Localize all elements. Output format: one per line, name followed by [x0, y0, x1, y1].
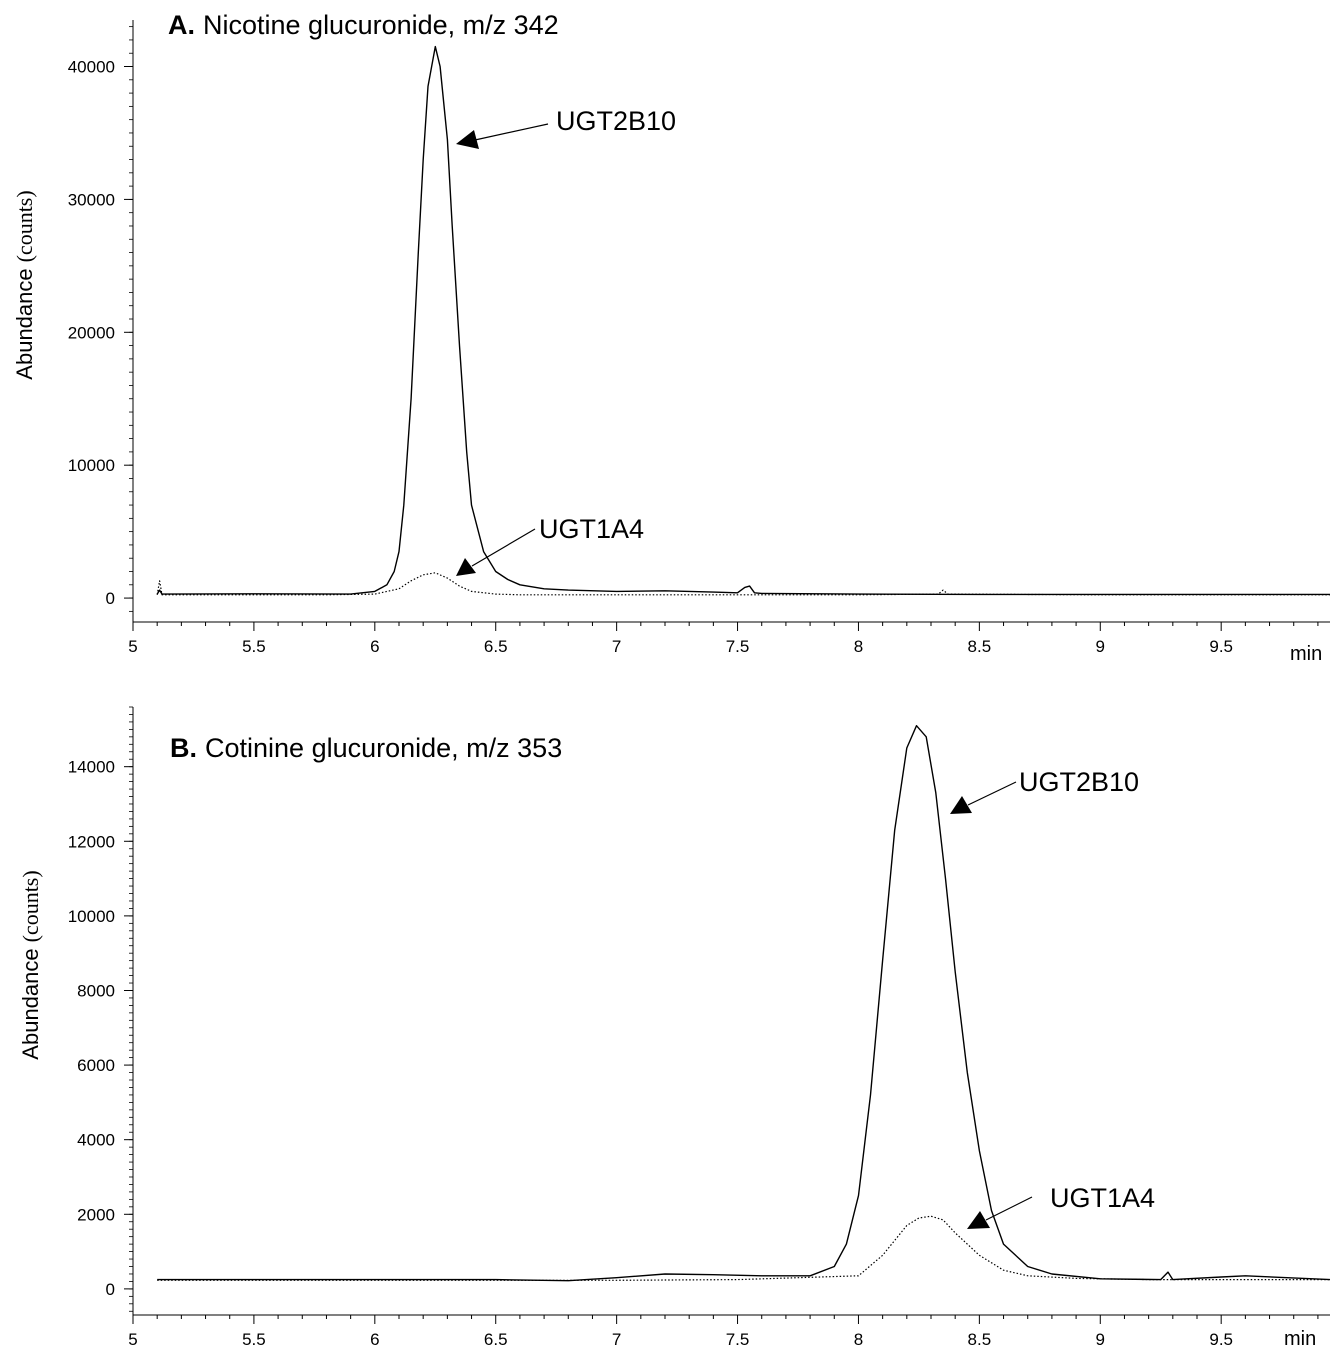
chart-a-x-tick-label: 5 — [128, 637, 137, 656]
chart-a-series-ugt2b10 — [156, 45, 1330, 596]
chart-a-x-tick-label: 6.5 — [484, 637, 508, 656]
chart-a-x-tick-label: 7.5 — [726, 637, 750, 656]
chart-b-series-ugt2b10 — [157, 725, 1331, 1282]
chart-b-x-tick-label: 6 — [370, 1330, 379, 1349]
chart-b-annotation-ugt2b10-label: UGT2B10 — [1019, 767, 1139, 797]
chart-b-y-tick-label: 6000 — [77, 1056, 115, 1075]
chart-b-x-tick-label: 8 — [854, 1330, 863, 1349]
chart-b-x-tick-label: 7 — [612, 1330, 621, 1349]
chart-a-y-axis-label-unit: (counts) — [12, 190, 37, 262]
chart-b-annotation-ugt1a4: UGT1A4 — [967, 1183, 1155, 1229]
chart-b-title: B. Cotinine glucuronide, m/z 353 — [170, 733, 562, 763]
chart-a-x-tick-label: 8.5 — [968, 637, 992, 656]
chart-a-arrow-ugt2b10-line — [474, 123, 549, 141]
chart-b-y-tick-label: 2000 — [77, 1205, 115, 1224]
chart-a-x-tick-label: 9 — [1096, 637, 1105, 656]
chart-b-title-text: Cotinine glucuronide, m/z 353 — [205, 733, 562, 763]
chart-b-x-tick-label: 8.5 — [968, 1330, 992, 1349]
chart-b-x-tick-label: 7.5 — [726, 1330, 750, 1349]
chart-a-title-letter: A. — [168, 10, 195, 40]
chart-a-annotation-ugt1a4: UGT1A4 — [456, 514, 644, 576]
chart-a-series-ugt1a4 — [156, 572, 1330, 596]
chart-b-y-ticks: 0 2000 4000 6000 8000 10000 12000 14000 — [68, 706, 133, 1312]
chart-b-annotation-ugt2b10: UGT2B10 — [950, 767, 1139, 814]
chart-a-arrowhead-ugt2b10 — [456, 130, 479, 149]
chart-b-x-unit-label: min — [1284, 1328, 1316, 1349]
chart-b-y-axis-label: Abundance (counts) — [18, 870, 43, 1059]
chart-a-x-tick-label: 6 — [370, 637, 379, 656]
chart-a-x-tick-label: 8 — [854, 637, 863, 656]
chart-a-y-tick-label: 0 — [106, 589, 115, 608]
chart-a-y-tick-label: 20000 — [68, 323, 115, 342]
chart-a-title-text: Nicotine glucuronide, m/z 342 — [203, 10, 559, 40]
chart-a-arrow-ugt1a4-line — [471, 528, 536, 567]
chart-b-x-tick-label: 5 — [128, 1330, 137, 1349]
chart-b-y-tick-label: 12000 — [68, 832, 115, 851]
chart-a-annotation-ugt2b10-label: UGT2B10 — [556, 106, 676, 136]
chart-a-y-tick-label: 40000 — [68, 58, 115, 77]
chart-b-arrowhead-ugt2b10 — [950, 796, 972, 814]
chart-a-arrowhead-ugt1a4 — [456, 558, 476, 576]
chart-a-x-tick-label: 7 — [612, 637, 621, 656]
chart-panel-b: B. Cotinine glucuronide, m/z 353 Abundanc… — [18, 706, 1331, 1349]
chart-a-y-axis-label: Abundance (counts) — [12, 190, 37, 379]
chart-a-x-tick-label: 9.5 — [1209, 637, 1233, 656]
chart-a-y-axis-label-main: Abundance — [12, 268, 37, 379]
chart-b-arrow-ugt2b10-line — [967, 781, 1017, 806]
chart-a-y-ticks: 0 10000 20000 30000 40000 — [68, 26, 133, 612]
chart-b-x-tick-label: 6.5 — [484, 1330, 508, 1349]
chart-panel-a: A. Nicotine glucuronide, m/z 342 Abundanc… — [12, 10, 1330, 665]
chart-a-title: A. Nicotine glucuronide, m/z 342 — [168, 10, 559, 40]
chart-a-y-tick-label: 10000 — [68, 456, 115, 475]
chart-a-x-unit-label: min — [1290, 643, 1322, 665]
chart-b-x-tick-label: 9 — [1096, 1330, 1105, 1349]
chart-b-arrowhead-ugt1a4 — [967, 1211, 990, 1229]
chart-b-y-tick-label: 10000 — [68, 907, 115, 926]
chart-b-arrow-ugt1a4-line — [985, 1196, 1033, 1221]
chart-a-annotation-ugt1a4-label: UGT1A4 — [539, 514, 644, 544]
chart-b-y-tick-label: 8000 — [77, 981, 115, 1000]
chart-b-y-axis-label-main: Abundance — [18, 948, 43, 1059]
chart-b-y-tick-label: 14000 — [68, 758, 115, 777]
chart-a-y-tick-label: 30000 — [68, 190, 115, 209]
chart-a-x-tick-label: 5.5 — [242, 637, 266, 656]
chart-b-series-layer — [157, 725, 1331, 1282]
chart-b-series-ugt1a4 — [157, 1215, 1330, 1281]
chart-b-y-tick-label: 4000 — [77, 1131, 115, 1150]
chart-b-title-letter: B. — [170, 733, 197, 763]
chart-b-x-tick-label: 5.5 — [242, 1330, 266, 1349]
chart-a-annotation-ugt2b10: UGT2B10 — [456, 106, 676, 149]
chart-b-y-axis-label-unit: (counts) — [18, 870, 43, 942]
chart-b-annotation-ugt1a4-label: UGT1A4 — [1050, 1183, 1155, 1213]
chart-b-x-ticks: 5 5.5 6 6.5 7 7.5 8 8.5 9 9.5 — [128, 1315, 1319, 1349]
chart-b-y-tick-label: 0 — [106, 1280, 115, 1299]
chart-b-x-tick-label: 9.5 — [1209, 1330, 1233, 1349]
chart-a-series-layer — [156, 45, 1330, 596]
chart-a-x-ticks: 5 5.5 6 6.5 7 7.5 8 8.5 9 9.5 — [128, 622, 1319, 656]
